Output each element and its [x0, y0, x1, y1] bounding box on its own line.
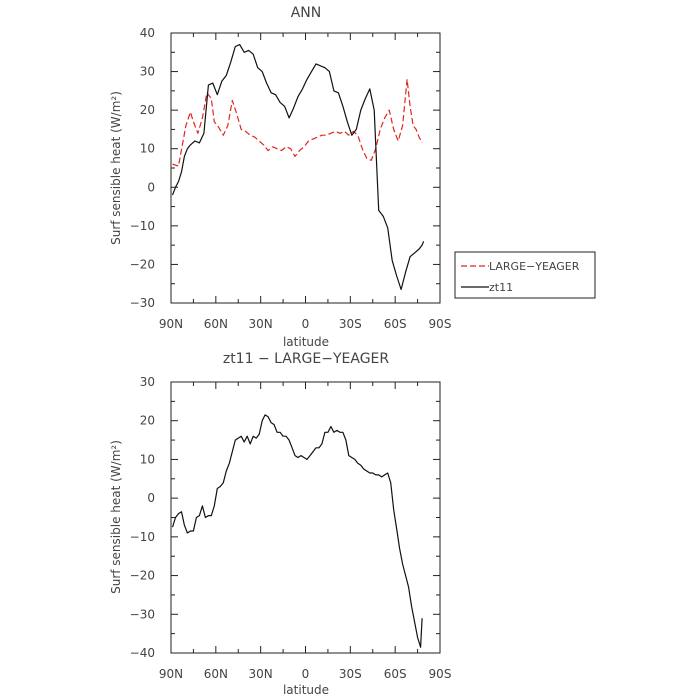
top-y-axis-label: Surf sensible heat (W/m²) [109, 91, 123, 245]
legend: LARGE−YEAGER zt11 [454, 251, 596, 299]
top-x-tick-label: 60S [384, 317, 407, 331]
top-x-axis-label: latitude [283, 335, 329, 349]
bottom-x-tick-label: 60N [204, 667, 228, 681]
bottom-x-tick-label: 0 [302, 667, 310, 681]
bottom-y-tick-label: 30 [140, 375, 155, 389]
bottom-y-axis-label: Surf sensible heat (W/m²) [109, 440, 123, 594]
bottom-y-tick-label: 10 [140, 452, 155, 466]
top-y-tick-label: 0 [147, 180, 155, 194]
top-y-tick-label: −30 [130, 296, 155, 310]
bottom-y-tick-label: 0 [147, 491, 155, 505]
bottom-series-group [171, 414, 423, 648]
legend-label-zt11: zt11 [489, 281, 513, 294]
top-x-tick-label: 0 [302, 317, 310, 331]
bottom-y-tick-label: −10 [130, 530, 155, 544]
top-chart-title: ANN [291, 5, 322, 21]
bottom-x-tick-label: 90S [429, 667, 452, 681]
bottom-series-line-0 [171, 414, 423, 648]
top-y-tick-label: 10 [140, 142, 155, 156]
legend-label-large-yeager: LARGE−YEAGER [489, 260, 580, 273]
bottom-y-tick-label: −30 [130, 607, 155, 621]
top-x-axis: 90N 60N 30N 0 30S 60S 90S [159, 33, 452, 331]
bottom-y-tick-label: −20 [130, 569, 155, 583]
bottom-plot-frame [170, 381, 441, 654]
top-series-line-zt11 [171, 43, 425, 291]
top-plot-frame [170, 32, 441, 304]
bottom-x-axis-label: latitude [283, 683, 329, 697]
bottom-chart: zt11 − LARGE−YEAGER −40−30−20−100102030 … [109, 351, 451, 697]
top-y-tick-label: 20 [140, 103, 155, 117]
legend-box [454, 251, 596, 299]
top-series-group [171, 43, 425, 291]
top-x-tick-label: 90N [159, 317, 183, 331]
bottom-y-axis: −40 −30 −20 −10 0 10 20 30 [130, 375, 440, 660]
top-y-tick-label: 30 [140, 65, 155, 79]
top-x-tick-label: 30S [339, 317, 362, 331]
top-x-tick-label: 30N [249, 317, 273, 331]
bottom-y-tick-label: 20 [140, 414, 155, 428]
bottom-chart-title: zt11 − LARGE−YEAGER [223, 351, 390, 367]
top-series-line-large-yeager [172, 78, 423, 167]
top-y-axis: −30 −20 −10 0 10 20 30 40 [130, 26, 440, 310]
bottom-x-tick-label: 30N [249, 667, 273, 681]
top-y-tick-label: 40 [140, 26, 155, 40]
top-x-tick-label: 90S [429, 317, 452, 331]
bottom-x-tick-label: 90N [159, 667, 183, 681]
bottom-x-tick-label: 30S [339, 667, 362, 681]
top-y-tick-label: −20 [130, 257, 155, 271]
bottom-x-tick-label: 60S [384, 667, 407, 681]
top-y-tick-label: −10 [130, 219, 155, 233]
top-x-tick-label: 60N [204, 317, 228, 331]
bottom-y-tick-label: −40 [130, 646, 155, 660]
bottom-x-axis: 90N 60N 30N 0 30S 60S 90S [159, 382, 452, 681]
